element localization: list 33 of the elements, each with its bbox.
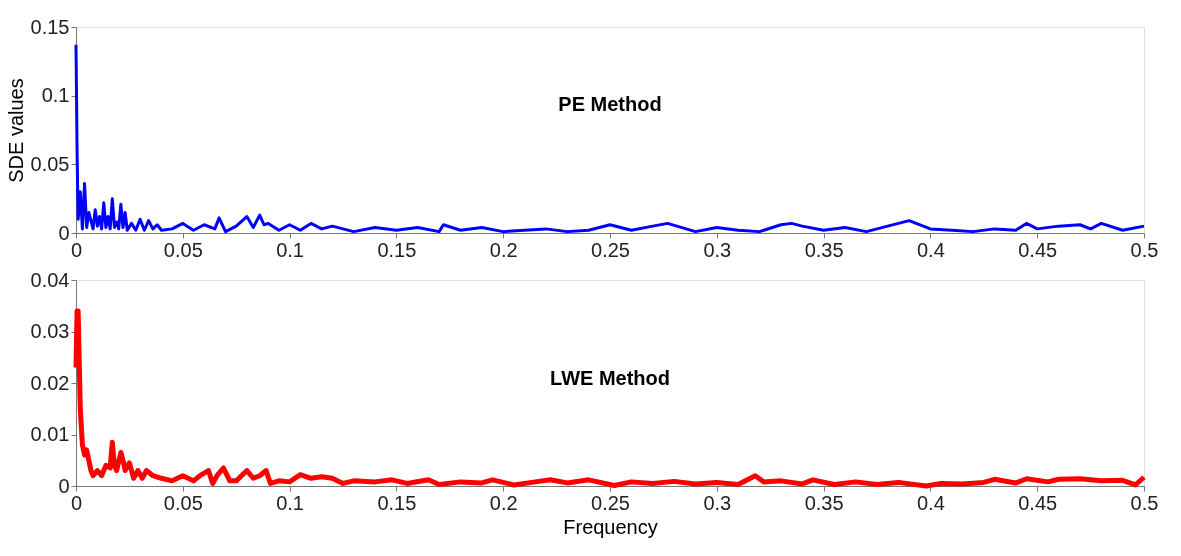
annotation: LWE Method [550, 366, 670, 389]
y-tick-label: 0.1 [41, 84, 70, 107]
x-tick-label: 0.4 [916, 491, 945, 514]
x-tick-label: 0.25 [591, 238, 630, 261]
x-tick-label: 0.15 [377, 238, 417, 261]
x-tick-label: 0.25 [591, 491, 630, 514]
y-tick-label: 0.01 [30, 423, 70, 445]
x-tick-label: 0.5 [1130, 238, 1159, 261]
x-tick-label: 0.3 [703, 491, 732, 514]
x-tick-label: 0.5 [1130, 491, 1159, 514]
y-tick-label: 0 [58, 221, 70, 244]
y-tick-label: 0.15 [30, 15, 70, 38]
x-tick-label: 0.3 [703, 238, 732, 261]
y-tick-label: 0.03 [30, 320, 70, 342]
x-tick-label: 0.05 [163, 491, 203, 514]
x-tick-label: 0.35 [804, 238, 844, 261]
x-tick-label: 0.1 [276, 491, 305, 514]
x-tick-label: 0.45 [1018, 238, 1058, 261]
x-tick-label: 0.1 [276, 238, 305, 261]
x-tick-label: 0.35 [804, 491, 844, 514]
x-tick-label: 0.4 [916, 238, 945, 261]
y-tick-label: 0.05 [30, 152, 70, 175]
x-tick-label: 0.45 [1018, 491, 1058, 514]
x-tick-label: 0.05 [163, 238, 203, 261]
x-tick-label: 0.15 [377, 491, 417, 514]
y-tick-label: 0.04 [30, 268, 70, 291]
y-tick-label: 0 [58, 474, 70, 497]
annotation: PE Method [558, 93, 662, 116]
x-tick-label: 0.2 [489, 238, 518, 261]
y-tick-label: 0.02 [30, 371, 70, 394]
y-axis-title: SDE values [4, 78, 27, 183]
x-tick-label: 0.2 [489, 491, 518, 514]
x-axis-title: Frequency [563, 515, 658, 538]
